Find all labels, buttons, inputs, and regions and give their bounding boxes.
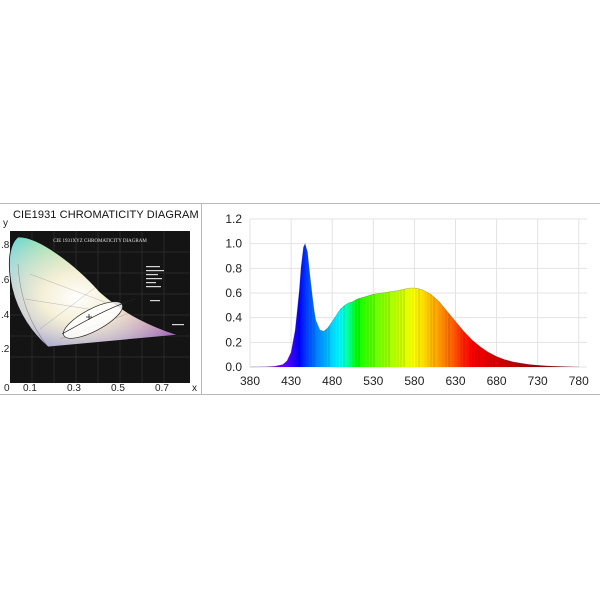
spectrum-x-tick: 430 xyxy=(281,374,301,388)
figure-strip: CIE 1931XYZ CHROMATICITY DIAGRAM y x .8 … xyxy=(0,203,600,395)
cie-y-axis-letter: y xyxy=(3,218,8,229)
panel-divider xyxy=(201,204,202,394)
spectrum-y-tick: 0.0 xyxy=(225,360,242,374)
spectrum-y-tick: 0.8 xyxy=(225,261,242,275)
cie-x-tick: 0.7 xyxy=(155,383,169,394)
spectrum-chart: 0.0 0.2 0.4 0.6 0.8 1.0 1.2 380 430 480 530 580 630… xyxy=(225,212,589,388)
cie-inner-caption: CIE 1931XYZ CHROMATICITY DIAGRAM xyxy=(53,239,147,244)
spectrum-x-tick: 480 xyxy=(322,374,342,388)
cie-y-tick: .2 xyxy=(1,344,10,355)
cie-chart-title: CIE1931 CHROMATICITY DIAGRAM xyxy=(13,209,199,221)
cie-x-tick: 0 xyxy=(4,383,10,394)
spectrum-y-tick: 0.2 xyxy=(225,335,242,349)
cie-chart-panel: CIE 1931XYZ CHROMATICITY DIAGRAM y x .8 … xyxy=(0,204,201,394)
spectrum-x-tick: 780 xyxy=(569,374,589,388)
spectrum-x-tick: 630 xyxy=(445,374,465,388)
cie-y-tick: .6 xyxy=(1,275,10,286)
spectrum-y-tick: 1.0 xyxy=(225,237,242,251)
spectrum-x-tick: 530 xyxy=(363,374,383,388)
cie-y-tick: .8 xyxy=(1,240,10,251)
spectrum-outline xyxy=(249,242,579,368)
spectrum-x-tick: 380 xyxy=(240,374,260,388)
spectrum-y-tick: 0.6 xyxy=(225,286,242,300)
cie-legend-block xyxy=(146,266,184,326)
spectrum-y-tick: 1.2 xyxy=(225,212,242,226)
cie-x-tick: 0.3 xyxy=(67,383,81,394)
cie-diagram: CIE 1931XYZ CHROMATICITY DIAGRAM y x .8 … xyxy=(1,218,197,394)
spectrum-y-tick: 0.4 xyxy=(225,311,242,325)
cie-x-axis-letter: x xyxy=(192,383,197,394)
cie-white-point xyxy=(86,314,92,320)
cie-y-tick: .4 xyxy=(1,310,10,321)
cie-x-tick: 0.1 xyxy=(23,383,37,394)
spectrum-x-tick: 580 xyxy=(404,374,424,388)
cie-x-tick: 0.5 xyxy=(111,383,125,394)
spectrum-x-tick: 730 xyxy=(528,374,548,388)
cie-white-ellipse xyxy=(63,301,123,339)
spectrum-x-tick: 680 xyxy=(487,374,507,388)
